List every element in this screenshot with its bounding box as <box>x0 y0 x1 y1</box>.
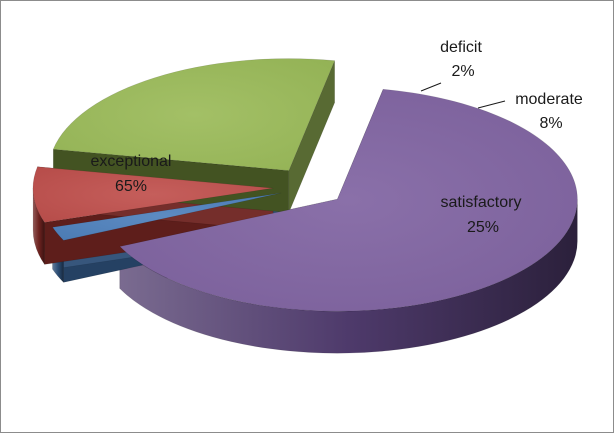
slice-exceptional <box>119 88 578 312</box>
slice-moderate <box>32 166 274 223</box>
data-label-deficit-percent: 2% <box>451 63 474 80</box>
data-label-satisfactory-category: satisfactory <box>441 194 522 211</box>
slice-satisfactory <box>52 58 335 171</box>
data-label-exceptional-category: exceptional <box>91 153 172 170</box>
data-label-moderate-category: moderate <box>515 91 583 108</box>
leader-line-moderate <box>477 100 506 109</box>
data-label-exceptional-percent: 65% <box>115 178 147 195</box>
data-label-satisfactory-percent: 25% <box>467 219 499 236</box>
slice-exceptional-outer-wall <box>119 198 578 354</box>
slice-deficit <box>52 192 282 241</box>
data-label-deficit-category: deficit <box>440 39 482 56</box>
data-label-moderate-percent: 8% <box>539 115 562 132</box>
leader-line-deficit <box>420 82 442 92</box>
slice-satisfactory-cut-wall <box>288 60 335 213</box>
